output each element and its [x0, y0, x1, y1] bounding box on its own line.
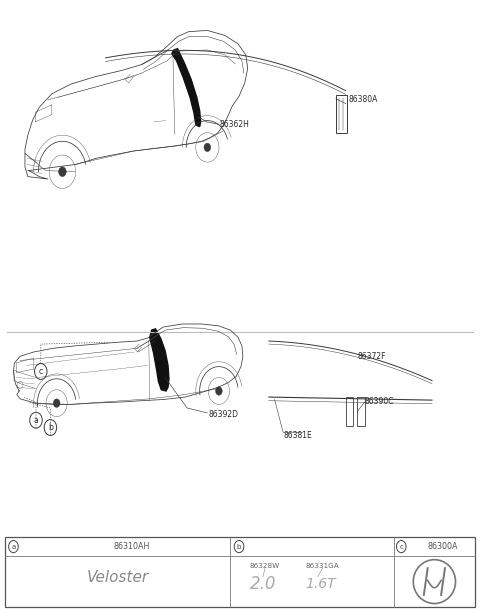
- Text: c: c: [39, 367, 43, 376]
- Text: 86362H: 86362H: [220, 121, 250, 129]
- Text: 1.6T: 1.6T: [305, 577, 336, 591]
- Polygon shape: [150, 329, 169, 391]
- Bar: [357, 397, 365, 426]
- Text: 86372F: 86372F: [358, 352, 386, 361]
- Text: b: b: [48, 423, 53, 432]
- Text: 86390C: 86390C: [365, 398, 394, 406]
- Text: 86381E: 86381E: [283, 431, 312, 440]
- Text: 86392D: 86392D: [208, 410, 238, 418]
- Circle shape: [216, 387, 222, 395]
- Text: b: b: [237, 544, 241, 549]
- Bar: [346, 397, 353, 426]
- Text: c: c: [399, 544, 403, 549]
- Text: 2.0: 2.0: [250, 575, 276, 593]
- Text: a: a: [34, 416, 38, 424]
- Bar: [5, 537, 475, 607]
- Circle shape: [204, 143, 211, 152]
- Text: 86310AH: 86310AH: [113, 542, 150, 551]
- Text: a: a: [12, 544, 15, 549]
- Text: 86380A: 86380A: [348, 96, 378, 104]
- Text: 86331GA: 86331GA: [306, 563, 339, 569]
- Bar: [336, 95, 347, 133]
- Text: Veloster: Veloster: [86, 571, 149, 585]
- Text: 86328W: 86328W: [250, 563, 280, 569]
- Text: 86300A: 86300A: [428, 542, 458, 551]
- Polygon shape: [172, 49, 201, 127]
- Circle shape: [53, 399, 60, 407]
- Circle shape: [59, 167, 66, 177]
